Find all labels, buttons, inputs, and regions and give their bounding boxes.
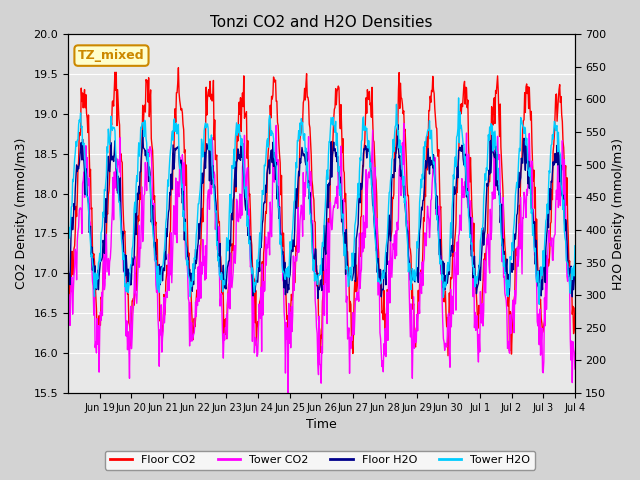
Tower CO2 bbox=[242, 199, 250, 205]
Floor CO2 bbox=[218, 270, 225, 276]
Line: Tower CO2: Tower CO2 bbox=[68, 123, 575, 406]
Line: Floor H2O: Floor H2O bbox=[68, 124, 575, 299]
Tower H2O bbox=[455, 95, 463, 101]
Tower CO2 bbox=[571, 366, 579, 372]
Floor H2O bbox=[374, 255, 382, 261]
Tower CO2 bbox=[217, 295, 225, 300]
Tower H2O bbox=[124, 280, 131, 286]
Y-axis label: CO2 Density (mmol/m3): CO2 Density (mmol/m3) bbox=[15, 138, 28, 289]
Legend: Floor CO2, Tower CO2, Floor H2O, Tower H2O: Floor CO2, Tower CO2, Floor H2O, Tower H… bbox=[105, 451, 535, 469]
Title: Tonzi CO2 and H2O Densities: Tonzi CO2 and H2O Densities bbox=[210, 15, 433, 30]
Floor H2O bbox=[403, 227, 411, 232]
Text: TZ_mixed: TZ_mixed bbox=[78, 49, 145, 62]
Tower H2O bbox=[261, 163, 269, 169]
Tower H2O bbox=[402, 211, 410, 217]
Floor CO2 bbox=[124, 291, 131, 297]
Floor CO2 bbox=[571, 305, 579, 311]
Floor H2O bbox=[217, 269, 225, 275]
Tower H2O bbox=[374, 262, 381, 268]
Floor CO2 bbox=[175, 65, 182, 71]
Floor H2O bbox=[314, 296, 322, 301]
Floor H2O bbox=[261, 200, 269, 205]
Tower H2O bbox=[242, 194, 250, 200]
Floor CO2 bbox=[64, 321, 72, 326]
Floor CO2 bbox=[403, 159, 410, 165]
Floor CO2 bbox=[243, 109, 250, 115]
X-axis label: Time: Time bbox=[306, 419, 337, 432]
Floor H2O bbox=[64, 265, 72, 271]
Tower H2O bbox=[217, 276, 225, 282]
Tower CO2 bbox=[400, 120, 408, 126]
Tower CO2 bbox=[374, 292, 382, 298]
Tower H2O bbox=[571, 243, 579, 249]
Tower H2O bbox=[536, 301, 543, 307]
Floor H2O bbox=[242, 207, 250, 213]
Floor H2O bbox=[394, 121, 402, 127]
Floor CO2 bbox=[374, 239, 382, 244]
Tower CO2 bbox=[284, 403, 292, 408]
Line: Floor CO2: Floor CO2 bbox=[68, 68, 575, 356]
Y-axis label: H2O Density (mmol/m3): H2O Density (mmol/m3) bbox=[612, 138, 625, 289]
Floor H2O bbox=[124, 282, 131, 288]
Tower CO2 bbox=[124, 347, 131, 353]
Floor H2O bbox=[571, 268, 579, 274]
Tower CO2 bbox=[403, 220, 411, 226]
Line: Tower H2O: Tower H2O bbox=[68, 98, 575, 304]
Tower H2O bbox=[64, 240, 72, 246]
Floor CO2 bbox=[262, 209, 269, 215]
Floor CO2 bbox=[444, 353, 452, 359]
Tower CO2 bbox=[261, 288, 269, 293]
Tower CO2 bbox=[64, 347, 72, 353]
